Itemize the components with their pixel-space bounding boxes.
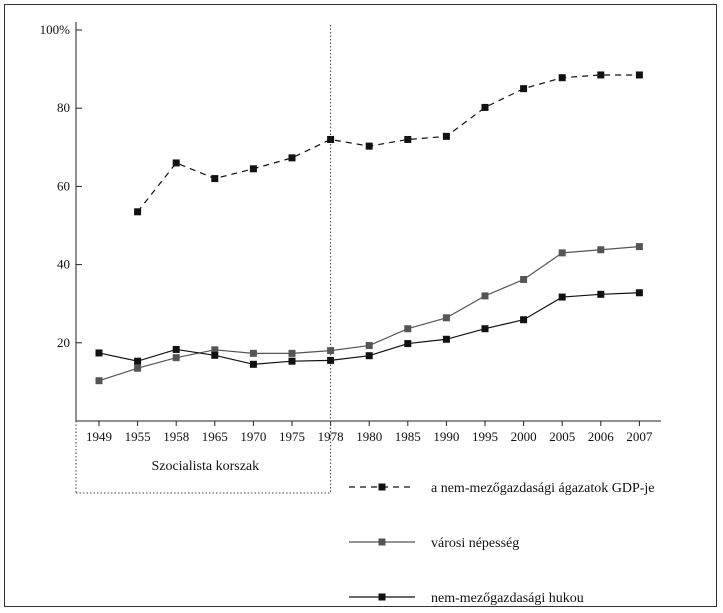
data-point-1 [172,354,180,362]
data-point-2 [172,345,180,353]
x-tick-label: 1970 [240,429,266,444]
data-point-2 [365,352,373,360]
series-line-0 [137,74,640,213]
legend-swatch-marker [378,483,386,491]
series-line-1 [98,246,640,382]
y-tick-label: 80 [57,100,70,115]
data-point-0 [327,135,335,143]
y-tick-label: 40 [57,257,70,272]
data-point-2 [442,335,450,343]
data-point-2 [404,340,412,348]
line-chart: 20 40 60 80 100% 1949 1955 1958 1965 1970 1975 1978… [40,22,661,606]
data-point-0 [211,175,219,183]
data-point-2 [288,357,296,365]
data-point-0 [442,132,450,140]
legend-swatch-marker [378,593,386,601]
data-point-2 [211,351,219,359]
data-point-0 [481,103,489,111]
period-label: Szocialista korszak [151,459,259,474]
data-point-1 [635,243,643,251]
data-point-2 [558,293,566,301]
data-point-0 [288,154,296,162]
legend-swatch-marker [378,538,386,546]
x-tick-label: 1949 [86,429,112,444]
x-tick-label: 1995 [472,429,498,444]
data-point-2 [481,325,489,333]
x-tick-label: 1985 [395,429,421,444]
data-point-1 [597,246,605,254]
data-point-2 [95,349,103,357]
data-point-0 [597,71,605,79]
data-point-0 [365,142,373,150]
data-point-1 [134,364,142,372]
data-point-2 [327,356,335,364]
data-point-0 [404,135,412,143]
x-tick-label: 1980 [356,429,382,444]
x-tick-label: 2000 [511,429,537,444]
data-point-1 [442,314,450,322]
data-point-0 [249,165,257,173]
data-point-0 [635,71,643,79]
data-point-1 [481,292,489,300]
data-point-1 [288,349,296,357]
x-tick-label: 2006 [588,429,615,444]
x-tick-label: 1965 [202,429,228,444]
x-tick-label: 2007 [626,429,653,444]
legend-label: a nem-mezőgazdasági ágazatok GDP-je [431,481,655,496]
x-tick-label: 1978 [318,429,344,444]
x-tick-label: 1975 [279,429,305,444]
x-tick-label: 1990 [433,429,459,444]
data-point-1 [404,325,412,333]
x-tick-label: 1958 [163,429,189,444]
data-point-0 [134,208,142,216]
data-point-0 [520,85,528,93]
data-point-1 [249,349,257,357]
data-point-1 [95,377,103,385]
data-point-0 [558,74,566,82]
data-point-2 [249,360,257,368]
data-point-0 [172,159,180,167]
y-tick-label: 20 [57,335,70,350]
x-tick-label: 2005 [549,429,575,444]
x-tick-label: 1955 [125,429,151,444]
data-point-2 [134,357,142,365]
data-point-2 [597,290,605,298]
legend-label: városi népesség [431,536,519,551]
data-point-2 [520,316,528,324]
data-point-1 [365,342,373,350]
y-tick-label: 100% [40,22,71,37]
legend-label: nem-mezőgazdasági hukou [431,591,584,606]
data-point-1 [211,346,219,354]
data-point-1 [520,275,528,283]
data-point-2 [635,289,643,297]
y-tick-label: 60 [57,178,70,193]
data-point-1 [558,249,566,257]
chart-frame: 20 40 60 80 100% 1949 1955 1958 1965 1970 1975 1978… [4,4,717,607]
data-point-1 [327,347,335,355]
